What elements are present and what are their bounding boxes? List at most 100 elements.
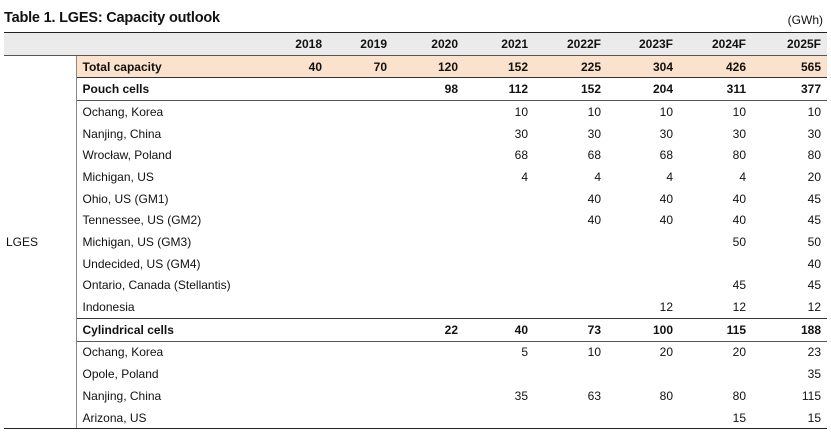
value-cell: [328, 407, 393, 429]
row-label: Nanjing, China: [82, 126, 162, 141]
row-label: Tennessee, US (GM2): [82, 213, 202, 228]
year-header: 2020: [393, 33, 464, 56]
value-cell: 112: [464, 77, 534, 102]
value-cell: 5: [521, 345, 528, 360]
value-cell: 80: [807, 148, 821, 163]
value-cell: 50: [732, 235, 746, 250]
value-cell: [234, 407, 328, 429]
value-cell: [328, 144, 393, 166]
row-label: Michigan, US: [82, 169, 154, 184]
value-cell: [234, 317, 328, 342]
value-cell: 12: [732, 300, 746, 315]
value-cell: 68: [514, 148, 528, 163]
year-header: 2023F: [607, 33, 679, 56]
value-cell: 40: [587, 191, 601, 206]
bottom-rule: [4, 428, 827, 429]
value-cell: [234, 123, 328, 145]
value-cell: 63: [587, 388, 601, 403]
table-row: LGES Total capacity 40 70 120 152 225 304 426 565: [4, 55, 827, 429]
value-cell: 80: [659, 388, 673, 403]
value-cell: [328, 210, 393, 232]
value-cell: 115: [679, 317, 752, 342]
value-cell: 4: [594, 169, 601, 184]
value-cell: 4: [739, 169, 746, 184]
value-cell: [607, 407, 679, 429]
table-title: Table 1. LGES: Capacity outlook: [4, 10, 220, 26]
value-cell: 20: [659, 345, 673, 360]
row-label: Arizona, US: [82, 410, 147, 425]
value-cell: [234, 296, 328, 318]
table-row: Ochang, Korea 10 10 10 10 10: [4, 101, 827, 123]
row-label: Opole, Poland: [82, 367, 159, 382]
value-cell: 68: [659, 148, 673, 163]
table-row: Michigan, US (GM3) 50 50: [4, 231, 827, 253]
year-header: 2019: [328, 33, 393, 56]
row-label: Ohio, US (GM1): [82, 191, 169, 206]
table-row: Ohio, US (GM1) 40 40 40 45: [4, 188, 827, 210]
row-label: Pouch cells: [76, 77, 234, 102]
value-cell: [464, 296, 534, 318]
value-cell: 12: [807, 300, 821, 315]
value-cell: 30: [732, 126, 746, 141]
table-row: Pouch cells 98 112 152 204 311 377: [4, 77, 827, 102]
value-cell: [328, 363, 393, 385]
capacity-table: 2018 2019 2020 2021 2022F 2023F 2024F 2025F LGE…: [4, 33, 827, 429]
value-cell: [234, 101, 328, 123]
value-cell: [607, 275, 679, 297]
value-cell: [534, 275, 607, 297]
table-row: Undecided, US (GM4) 40: [4, 253, 827, 275]
value-cell: [393, 385, 464, 407]
table-row: Tennessee, US (GM2) 40 40 40 45: [4, 210, 827, 232]
value-cell: [234, 231, 328, 253]
value-cell: 426: [679, 55, 752, 79]
year-header: 2021: [464, 33, 534, 56]
value-cell: [328, 317, 393, 342]
value-cell: 98: [393, 77, 464, 102]
value-cell: [328, 231, 393, 253]
value-cell: 40: [659, 213, 673, 228]
value-cell: [393, 407, 464, 429]
value-cell: [393, 210, 464, 232]
value-cell: [534, 407, 607, 429]
value-cell: [328, 101, 393, 123]
value-cell: 80: [732, 148, 746, 163]
value-cell: 311: [679, 77, 752, 102]
header-blank: [76, 33, 234, 56]
value-cell: [393, 101, 464, 123]
value-cell: [607, 363, 679, 385]
value-cell: [234, 166, 328, 188]
value-cell: 20: [807, 169, 821, 184]
value-cell: 225: [534, 55, 607, 79]
row-label: Cylindrical cells: [76, 317, 234, 342]
value-cell: [328, 341, 393, 363]
header-blank: [4, 33, 76, 56]
value-cell: 10: [587, 104, 601, 119]
value-cell: 15: [732, 410, 746, 425]
value-cell: 50: [807, 235, 821, 250]
value-cell: [534, 231, 607, 253]
table-body: LGES Total capacity 40 70 120 152 225 304 426 565…: [4, 55, 827, 429]
row-label: Ontario, Canada (Stellantis): [82, 278, 231, 293]
table-row: Wrocław, Poland 68 68 68 80 80: [4, 144, 827, 166]
value-cell: 80: [732, 388, 746, 403]
value-cell: 12: [659, 300, 673, 315]
value-cell: [464, 253, 534, 275]
value-cell: [393, 123, 464, 145]
value-cell: 30: [514, 126, 528, 141]
value-cell: 152: [464, 55, 534, 79]
value-cell: [534, 363, 607, 385]
value-cell: [393, 363, 464, 385]
value-cell: [534, 296, 607, 318]
value-cell: [393, 166, 464, 188]
value-cell: 304: [607, 55, 679, 79]
value-cell: 40: [732, 191, 746, 206]
row-label: Nanjing, China: [82, 388, 162, 403]
value-cell: 45: [807, 213, 821, 228]
value-cell: 40: [659, 191, 673, 206]
value-cell: [607, 231, 679, 253]
value-cell: 565: [752, 55, 827, 79]
value-cell: [679, 363, 752, 385]
value-cell: [464, 188, 534, 210]
value-cell: [393, 341, 464, 363]
value-cell: 22: [393, 317, 464, 342]
